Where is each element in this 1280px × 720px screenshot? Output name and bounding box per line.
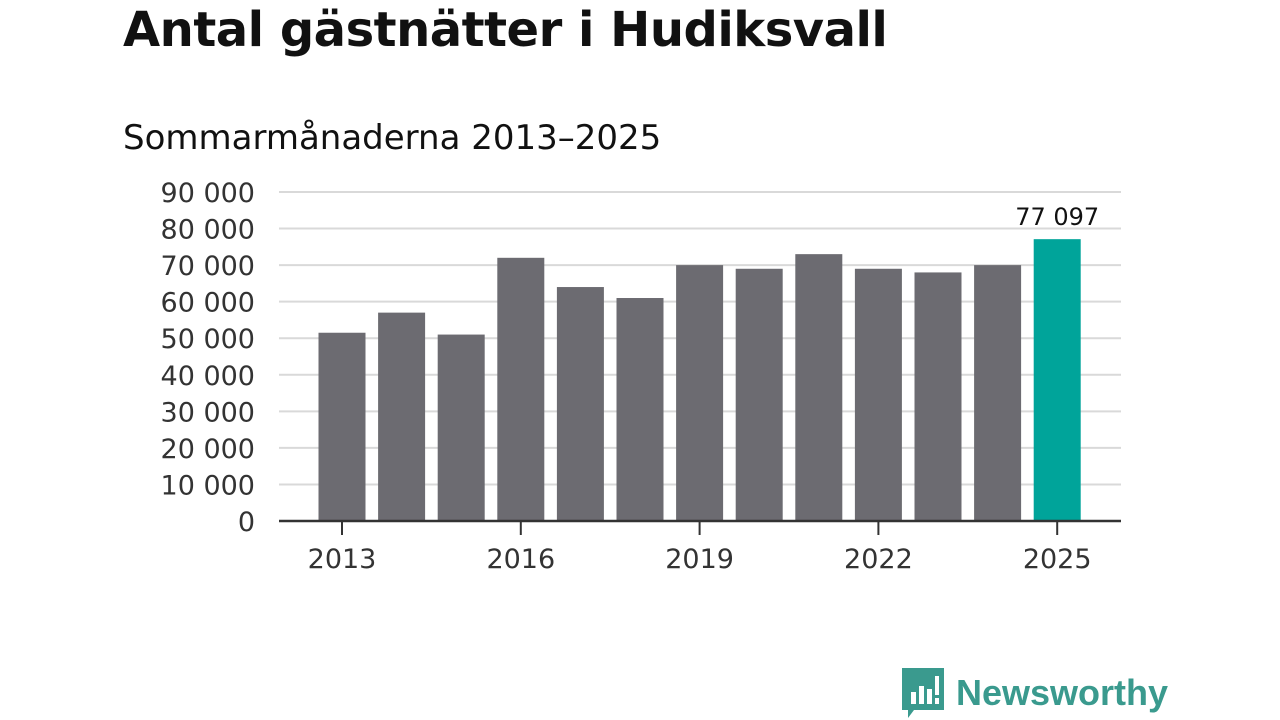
brand-name: Newsworthy (956, 672, 1169, 713)
axes (279, 519, 1121, 535)
bar-2018 (616, 298, 664, 521)
y-tick-label: 90 000 (161, 178, 255, 209)
bar-chart-speech-bubble-icon (902, 668, 944, 718)
bar-2016 (497, 257, 545, 521)
y-tick-label: 30 000 (161, 397, 255, 428)
y-tick-label: 40 000 (161, 361, 255, 392)
y-tick-label: 80 000 (161, 215, 255, 246)
bar-2021 (795, 254, 843, 521)
bar-2019 (676, 265, 724, 521)
data-label: 77 097 (1015, 203, 1099, 231)
bar-2013 (318, 332, 366, 521)
labels: 0 10 000 20 000 30 000 40 000 50 000 60 000 70 … (161, 178, 1100, 575)
y-tick-label: 70 000 (161, 251, 255, 282)
bar-2017 (556, 287, 604, 521)
bar-2022 (854, 268, 902, 521)
bar-2024 (974, 265, 1022, 521)
bars (318, 239, 1081, 521)
bar-2020 (735, 268, 783, 521)
x-tick-label: 2016 (486, 544, 555, 575)
x-tick-label: 2013 (308, 544, 377, 575)
y-tick-label: 20 000 (161, 434, 255, 465)
chart-subtitle: Sommarmånaderna 2013–2025 (123, 118, 662, 158)
y-tick-label: 0 (238, 507, 255, 538)
y-tick-label: 50 000 (161, 324, 255, 355)
x-tick-label: 2019 (665, 544, 734, 575)
bar-2014 (378, 312, 426, 521)
bar-2023 (914, 272, 962, 521)
bar-2025 (1033, 239, 1081, 521)
y-tick-label: 10 000 (161, 470, 255, 501)
chart-title: Antal gästnätter i Hudiksvall (123, 2, 888, 58)
y-tick-label: 60 000 (161, 288, 255, 319)
x-tick-label: 2025 (1023, 544, 1092, 575)
newsworthy-logo: Newsworthy (902, 668, 1168, 718)
bar-2015 (437, 334, 485, 521)
x-tick-label: 2022 (844, 544, 913, 575)
